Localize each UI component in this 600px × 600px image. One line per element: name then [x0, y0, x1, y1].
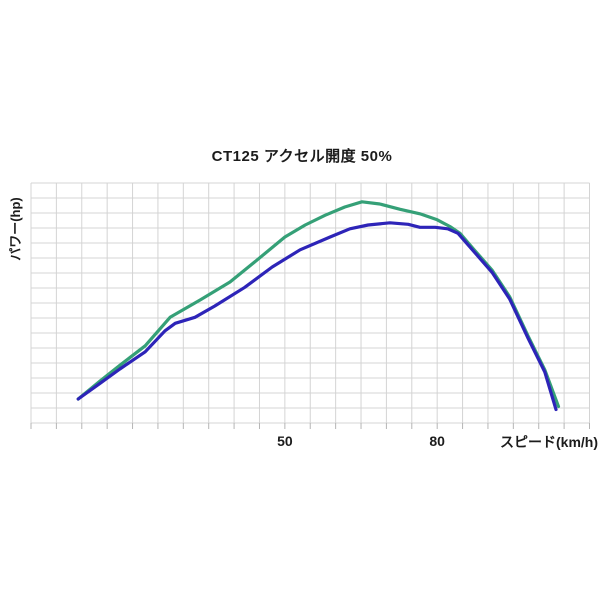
x-tick-label: 50 — [277, 433, 293, 449]
chart-title: CT125 アクセル開度 50% — [211, 148, 393, 165]
x-tick-label: 80 — [429, 433, 445, 449]
x-axis-label: スピード(km/h) — [500, 434, 598, 450]
series-green-curve — [76, 200, 561, 409]
series-blue-curve — [76, 221, 558, 412]
